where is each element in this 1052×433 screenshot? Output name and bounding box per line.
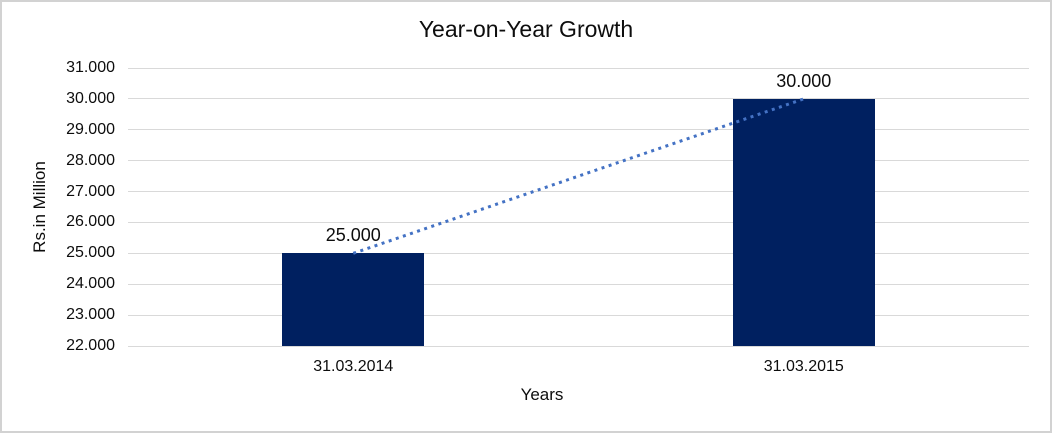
gridline [128, 160, 1029, 162]
y-tick-label: 27.000 [66, 182, 115, 200]
bar-data-label: 30.000 [776, 70, 832, 91]
x-tick-label: 31.03.2015 [763, 358, 844, 375]
gridline [128, 283, 1029, 285]
gridline [128, 129, 1029, 131]
gridline [128, 67, 1029, 69]
y-tick-label: 22.000 [66, 337, 115, 354]
gridline [128, 314, 1029, 316]
bar-data-label: 25.000 [325, 225, 381, 246]
y-tick-label: 23.000 [66, 306, 115, 324]
gridline [128, 221, 1029, 223]
y-tick-label: 24.000 [66, 275, 115, 293]
y-tick-label: 29.000 [66, 120, 115, 138]
x-tick-label: 31.03.2014 [313, 358, 394, 375]
gridline [128, 98, 1029, 100]
bar [732, 98, 875, 346]
gridline [128, 191, 1029, 193]
chart-title: Year-on-Year Growth [418, 16, 634, 42]
bar [282, 253, 425, 346]
x-axis-title: Years [520, 385, 564, 404]
y-tick-label: 30.000 [66, 89, 115, 107]
gridline [128, 252, 1029, 254]
y-tick-label: 26.000 [66, 213, 115, 231]
gridline [128, 345, 1029, 347]
y-tick-label: 28.000 [66, 151, 115, 169]
y-tick-label: 31.000 [66, 59, 115, 76]
y-tick-label: 25.000 [66, 244, 115, 262]
